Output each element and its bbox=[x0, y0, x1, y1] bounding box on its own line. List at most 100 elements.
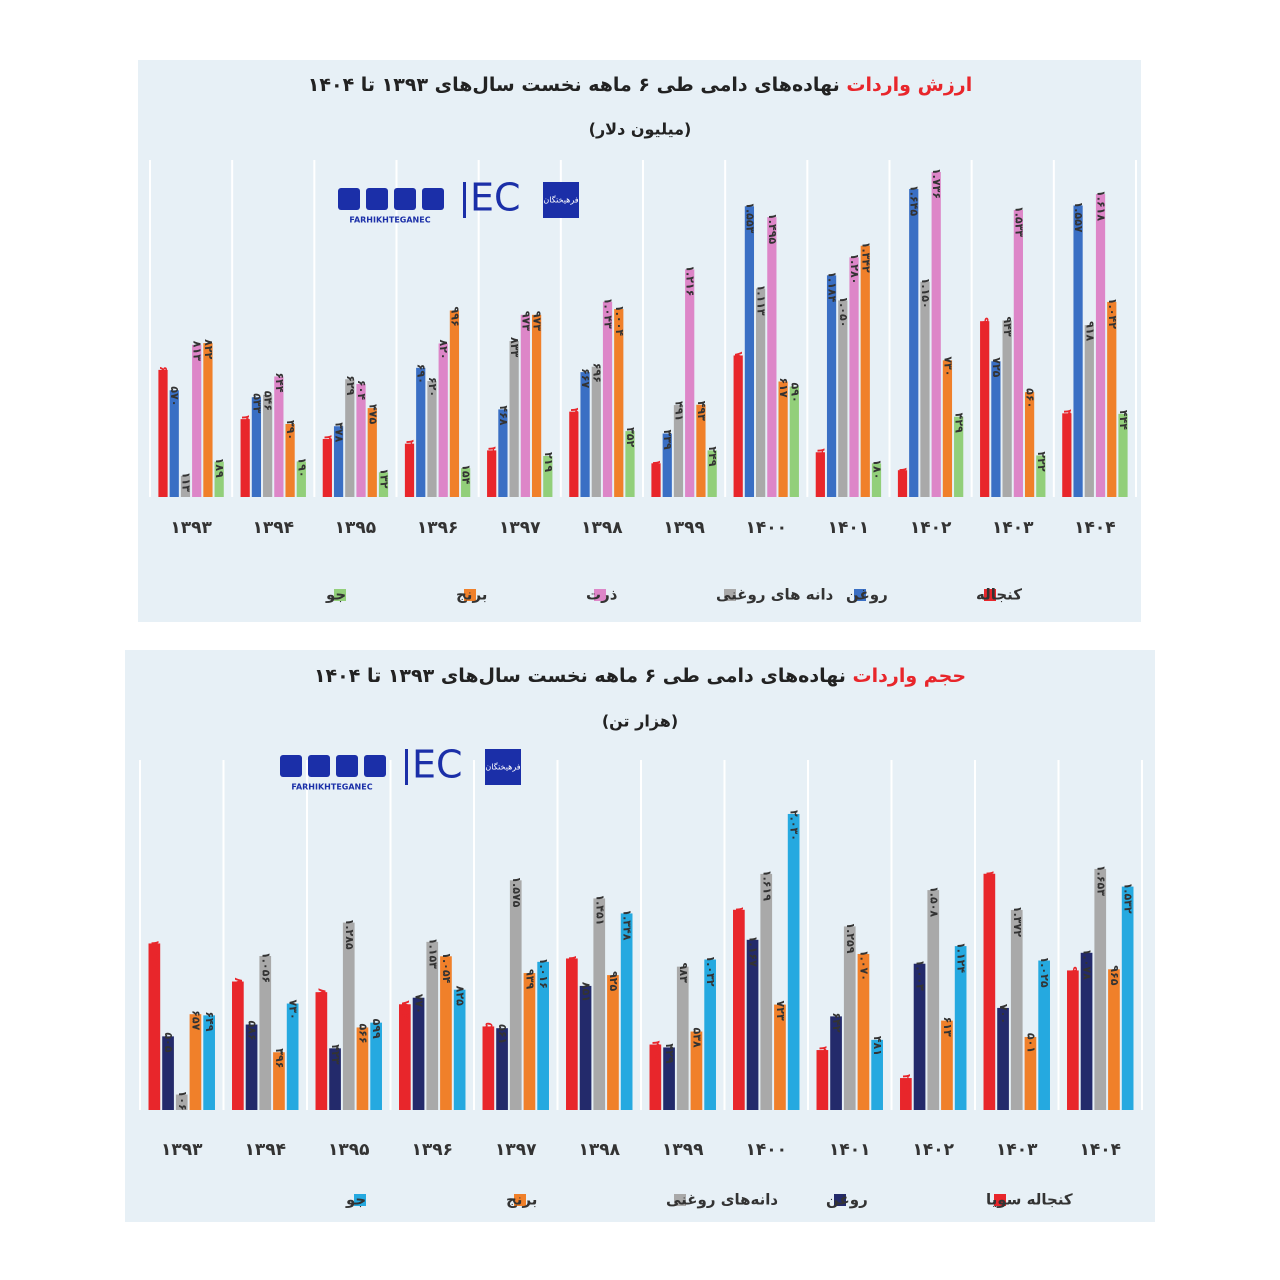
bar bbox=[1118, 413, 1128, 497]
value-label: ۶۵۷ bbox=[189, 1010, 202, 1030]
bar bbox=[983, 873, 996, 1110]
bar bbox=[449, 310, 460, 497]
bar bbox=[857, 953, 870, 1110]
value-label: ۱۵۴ bbox=[460, 464, 473, 484]
value-label: ۱.۴۵۱ bbox=[593, 894, 606, 925]
legend-label: ذرت bbox=[586, 586, 618, 604]
value-label: ۶۴۹ bbox=[203, 1011, 216, 1031]
legend-swatch bbox=[994, 1194, 1006, 1206]
value-label: ۴۸۱ bbox=[871, 1036, 884, 1056]
value-label: ۱.۷۳۶ bbox=[930, 168, 943, 199]
bar bbox=[991, 361, 1001, 497]
x-tick-label: ۱۴۰۴ bbox=[1074, 518, 1116, 538]
bar bbox=[333, 426, 344, 497]
value-label: ۵۳۸ bbox=[690, 1028, 703, 1048]
value-label: ۹۲۵ bbox=[607, 971, 620, 991]
bar bbox=[733, 355, 743, 497]
bar bbox=[649, 1044, 662, 1110]
bar bbox=[203, 343, 213, 497]
value-label: ۱.۶۵۳ bbox=[1094, 865, 1107, 896]
chart-title: حجم واردات نهاده‌های دامی طی ۶ ماهه نخست… bbox=[314, 665, 966, 687]
bar bbox=[1095, 194, 1106, 497]
bar bbox=[1080, 952, 1093, 1110]
x-tick-label: ۱۳۹۶ bbox=[417, 518, 459, 538]
bar bbox=[789, 386, 799, 497]
legend-label: روغن bbox=[826, 1191, 868, 1209]
value-label: ۱.۶۱۸ bbox=[1095, 190, 1108, 221]
value-label: ۸۳۳ bbox=[508, 337, 521, 357]
bar bbox=[274, 376, 284, 497]
value-label: ۸۲۵ bbox=[454, 986, 467, 1006]
bar bbox=[370, 1022, 382, 1110]
bar bbox=[997, 1007, 1009, 1110]
value-label: ۱.۰۵۰ bbox=[837, 296, 850, 327]
value-label: ۱.۶۲۰ bbox=[983, 870, 996, 901]
value-label: ۴۱۱ bbox=[816, 1046, 829, 1066]
bar bbox=[426, 941, 439, 1110]
legend-swatch bbox=[674, 1194, 686, 1206]
x-tick-label: ۱۳۹۸ bbox=[578, 1140, 620, 1160]
logo-name: فرهیختگان bbox=[485, 762, 520, 772]
bar bbox=[148, 943, 161, 1110]
bar bbox=[263, 394, 273, 497]
bar bbox=[1094, 868, 1107, 1110]
value-label: ۵۳۳ bbox=[250, 393, 263, 413]
value-label: ۱.۰۷۰ bbox=[857, 950, 870, 981]
value-label: ۴۲۹ bbox=[663, 1043, 676, 1063]
value-label: ۷۳۰ bbox=[941, 356, 954, 376]
value-label: ۲۱۹ bbox=[900, 1074, 913, 1094]
value-label: ۲۴۹ bbox=[706, 446, 719, 466]
value-label: ۳۳۹ bbox=[661, 430, 674, 450]
bar bbox=[909, 189, 919, 497]
value-label: ۸۸۱ bbox=[232, 978, 245, 998]
value-label: ۶۱۷ bbox=[777, 377, 790, 397]
value-label: ۲۸۵ bbox=[404, 440, 417, 460]
value-label: ۹۵۷ bbox=[1067, 966, 1080, 986]
x-tick-label: ۱۳۹۷ bbox=[499, 518, 541, 538]
bar bbox=[520, 314, 530, 497]
social-icon bbox=[338, 188, 360, 210]
value-label: ۱.۲۸۵ bbox=[343, 919, 356, 950]
social-icon bbox=[308, 755, 330, 777]
value-label: ۶۲۰ bbox=[426, 377, 439, 397]
bar bbox=[1010, 909, 1023, 1110]
bar bbox=[1024, 1036, 1037, 1110]
bar bbox=[897, 470, 908, 497]
title-highlight: ارزش واردات bbox=[846, 74, 972, 96]
x-tick-label: ۱۴۰۳ bbox=[996, 1140, 1038, 1160]
value-label: ۷۵۶ bbox=[732, 351, 745, 371]
value-label: ۱.۲۵۹ bbox=[844, 922, 857, 953]
title-highlight: حجم واردات bbox=[853, 665, 967, 687]
value-label: ۸۲۰ bbox=[437, 339, 450, 359]
value-label: ۷۷۰ bbox=[413, 994, 426, 1014]
value-label: ۱.۵۳۲ bbox=[1122, 883, 1135, 914]
logo-name: فرهیختگان bbox=[543, 195, 578, 205]
value-label: ۴۲۳ bbox=[329, 1044, 342, 1064]
legend-swatch bbox=[854, 589, 866, 601]
x-tick-label: ۱۳۹۳ bbox=[161, 1140, 203, 1160]
value-label: ۲۴۹ bbox=[486, 446, 499, 466]
value-label: ۱.۳۴۸ bbox=[621, 909, 634, 940]
legend-swatch bbox=[594, 589, 606, 601]
bar bbox=[580, 372, 590, 497]
value-label: ۱.۵۵۳ bbox=[743, 202, 756, 233]
bar bbox=[169, 390, 179, 497]
value-label: ۴۱۶ bbox=[239, 415, 252, 435]
bar bbox=[285, 423, 295, 497]
value-label: ۶۰۴ bbox=[355, 380, 368, 400]
value-label: ۹۳۹ bbox=[523, 969, 536, 989]
bar bbox=[941, 1020, 953, 1110]
value-label: ۹۶۵ bbox=[1108, 965, 1121, 985]
value-label: ۴۴۴ bbox=[1117, 410, 1130, 430]
x-tick-label: ۱۳۹۵ bbox=[335, 518, 377, 538]
bar bbox=[158, 369, 168, 497]
value-label: ۴۶۸ bbox=[497, 405, 510, 425]
value-label: ۱.۵۵۷ bbox=[1072, 201, 1085, 232]
bar bbox=[416, 367, 426, 497]
value-label: ۳۷۸ bbox=[333, 422, 346, 442]
bar bbox=[440, 956, 452, 1110]
bar bbox=[1121, 886, 1134, 1110]
bar bbox=[175, 1094, 188, 1110]
legend-label: برنج bbox=[456, 586, 487, 604]
value-label: ۱۸۰ bbox=[870, 459, 883, 479]
